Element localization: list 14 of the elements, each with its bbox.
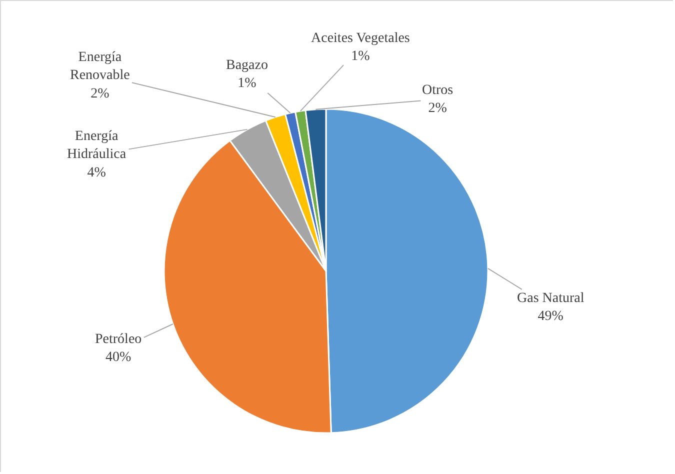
slice-label: Bagazo xyxy=(226,58,268,73)
data-label: 4% xyxy=(87,165,106,180)
slice-label: Petróleo xyxy=(95,332,142,347)
data-label: 1% xyxy=(238,76,257,92)
data-label: 1% xyxy=(351,49,370,64)
slice-label: Energía Hidráulica xyxy=(67,129,127,162)
data-label: 2% xyxy=(90,86,110,102)
slice-label: Gas Natural xyxy=(517,291,584,306)
data-label: 49% xyxy=(538,309,564,324)
slice-label: Otros xyxy=(422,83,454,98)
data-label: 2% xyxy=(428,101,448,116)
data-label: 40% xyxy=(105,350,132,366)
slice-label: Aceites Vegetales xyxy=(311,31,410,46)
slice-label: Energía Renovable xyxy=(70,50,130,84)
